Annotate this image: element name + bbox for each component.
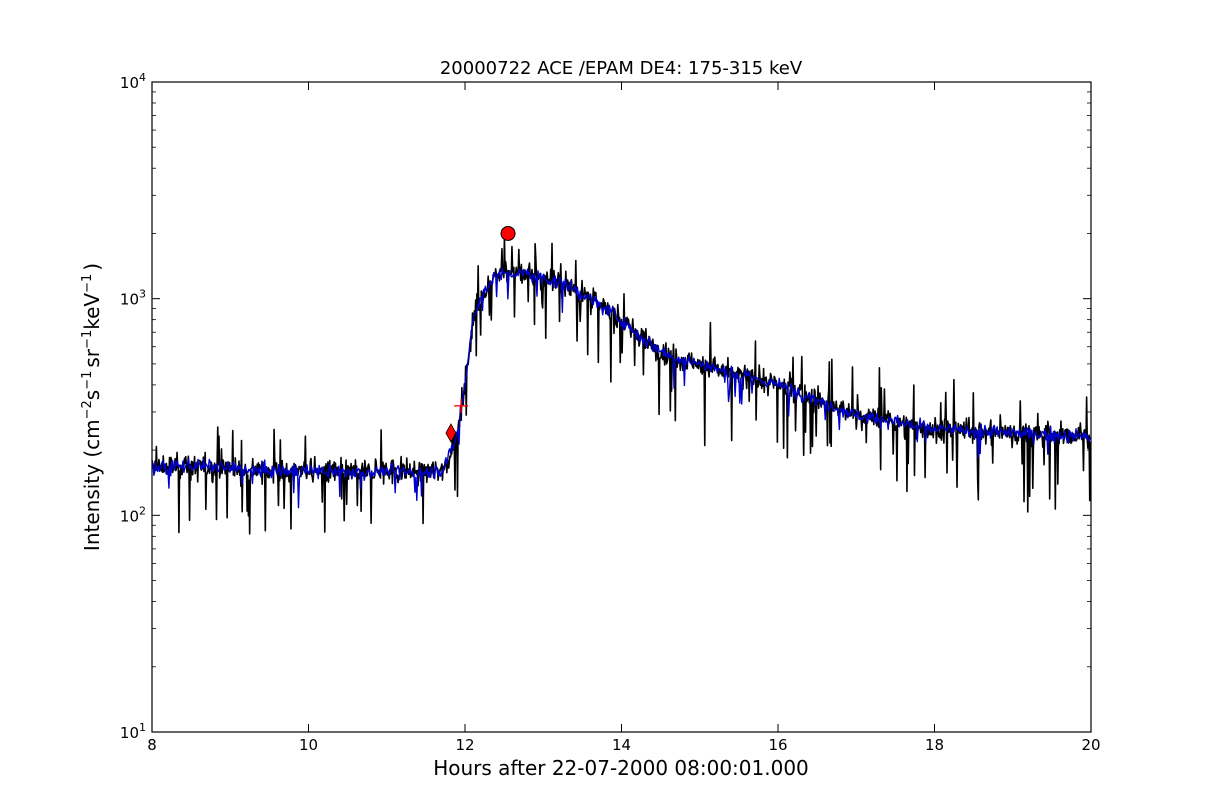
chart-title: 20000722 ACE /EPAM DE4: 175-315 keV [440, 58, 803, 79]
series-layer [151, 235, 1092, 535]
x-axis-label: Hours after 22-07-2000 08:00:01.000 [433, 756, 809, 780]
plot-frame [151, 81, 1092, 733]
tick-layer: 8 10 12 14 16 18 20 101 102 103 104 [120, 71, 1101, 754]
peak-marker [500, 225, 516, 241]
y-tick-label: 101 [120, 721, 146, 742]
x-tick-label: 16 [768, 736, 787, 754]
plot-area [152, 82, 1091, 732]
y-axis-label: Intensity (cm−2s−1sr−1keV−1) [80, 263, 104, 551]
series-line-smoothed [151, 267, 1092, 509]
x-tick-label: 10 [299, 736, 318, 754]
y-tick-label: 104 [120, 71, 146, 92]
x-tick-label: 18 [925, 736, 944, 754]
y-tick-label: 103 [120, 288, 146, 309]
onset-diamond-marker [445, 423, 457, 443]
x-tick-label: 12 [455, 736, 474, 754]
y-tick-label: 102 [120, 504, 146, 525]
marker-layer [445, 225, 516, 443]
x-tick-label: 14 [612, 736, 631, 754]
plus-marker [454, 398, 469, 413]
x-tick-label: 20 [1081, 736, 1100, 754]
x-tick-label: 8 [147, 736, 157, 754]
